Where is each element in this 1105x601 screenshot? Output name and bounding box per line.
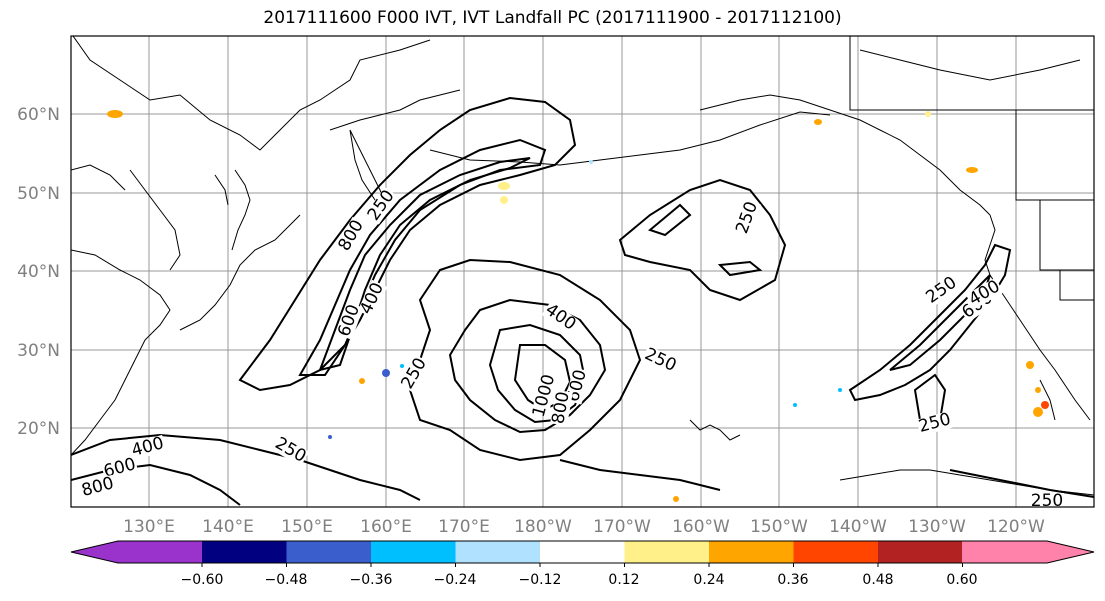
colorbar-tick-label: 0.12 <box>608 572 639 588</box>
contour-label-bg <box>916 410 954 437</box>
lat-label: 60°N <box>17 105 60 125</box>
lat-label: 50°N <box>17 184 60 204</box>
map-title: 2017111600 F000 IVT, IVT Landfall PC (20… <box>263 8 842 28</box>
pc-blob <box>498 182 510 190</box>
lon-label: 170°E <box>438 517 490 537</box>
lon-label: 170°W <box>593 517 651 537</box>
colorbar-segment <box>540 541 625 563</box>
pc-blob <box>589 160 593 164</box>
colorbar-extend-min <box>71 541 118 563</box>
contour-label-bg <box>335 301 364 340</box>
pc-blob <box>328 435 332 439</box>
lat-label: 40°N <box>17 262 60 282</box>
longitude-labels: 130°E 140°E 150°E 160°E 170°E 180°W 170°… <box>123 517 1045 537</box>
pc-blob <box>673 496 679 502</box>
colorbar-extend-max <box>1047 541 1094 563</box>
colorbar-segment <box>878 541 963 563</box>
colorbar-tick-labels: −0.60 −0.48 −0.36 −0.24 −0.12 0.12 0.24 … <box>181 572 978 588</box>
lon-label: 120°W <box>987 517 1045 537</box>
lon-label: 140°W <box>829 517 887 537</box>
colorbar-tick-label: −0.60 <box>181 572 224 588</box>
contour-label-bg <box>641 345 680 376</box>
pc-shading-blobs <box>107 110 1049 502</box>
contour-label-bg <box>79 474 117 501</box>
colorbar-segment <box>793 541 879 563</box>
lon-label: 150°E <box>281 517 333 537</box>
colorbar-outline <box>70 540 1095 564</box>
lon-label: 160°W <box>672 517 730 537</box>
colorbar-tick-label: −0.24 <box>434 572 477 588</box>
pc-blob <box>838 388 842 392</box>
pc-blob <box>814 119 822 125</box>
pc-blob <box>966 167 978 173</box>
colorbar-tick-label: −0.12 <box>519 572 562 588</box>
pc-blob <box>500 196 508 204</box>
pc-blob <box>793 403 797 407</box>
colorbar-segment <box>371 541 456 563</box>
contour-label-bg <box>129 434 167 461</box>
contour-label-bg <box>922 273 961 308</box>
pc-blob <box>1033 407 1043 417</box>
colorbar-tick-label: 0.36 <box>777 572 808 588</box>
contour-label: 250 <box>1031 491 1063 511</box>
contour-label-bg <box>733 198 762 237</box>
latitude-labels: 60°N 50°N 40°N 30°N 20°N <box>17 105 60 439</box>
colorbar-tick-label: 0.48 <box>862 572 893 588</box>
pc-blob <box>107 110 123 118</box>
colorbar-segment <box>624 541 710 563</box>
colorbar-tick-label: −0.36 <box>350 572 393 588</box>
pc-blob <box>382 369 390 377</box>
lon-label: 150°W <box>750 517 808 537</box>
pc-blob <box>400 364 404 368</box>
pc-blob <box>1041 401 1049 409</box>
contour-label-bg <box>398 354 431 393</box>
lon-label: 180°W <box>514 517 572 537</box>
pc-blob <box>1026 361 1034 369</box>
pc-blob <box>359 378 365 384</box>
colorbar <box>70 540 1095 567</box>
contour-label-bg <box>965 277 1004 310</box>
colorbar-tick-label: −0.48 <box>265 572 308 588</box>
contour-label-bg <box>1030 493 1064 510</box>
lon-label: 130°W <box>908 517 966 537</box>
lon-label: 130°E <box>123 517 175 537</box>
contour-label-bg <box>101 455 139 482</box>
contour-label-bg <box>550 389 573 427</box>
colorbar-segment <box>709 541 794 563</box>
contour-label-bg <box>335 216 368 255</box>
contour-label-bg <box>271 434 310 467</box>
lat-label: 20°N <box>17 419 60 439</box>
contour-label-bg <box>357 279 388 318</box>
colorbar-tick-label: 0.24 <box>693 572 724 588</box>
map-frame <box>70 35 1095 508</box>
lon-label: 160°E <box>360 517 412 537</box>
contour-label-bg <box>364 186 399 225</box>
colorbar-segment <box>118 541 203 563</box>
coastlines <box>71 36 1094 496</box>
lat-label: 30°N <box>17 341 60 361</box>
colorbar-tick-label: 0.60 <box>946 572 977 588</box>
pc-blob <box>925 111 931 117</box>
colorbar-segment <box>962 541 1048 563</box>
colorbar-segment <box>202 541 287 563</box>
pc-blob <box>1035 387 1041 393</box>
lon-label: 140°E <box>202 517 254 537</box>
colorbar-segment <box>286 541 372 563</box>
contour-label-bg <box>541 300 580 335</box>
colorbar-segment <box>455 541 541 563</box>
